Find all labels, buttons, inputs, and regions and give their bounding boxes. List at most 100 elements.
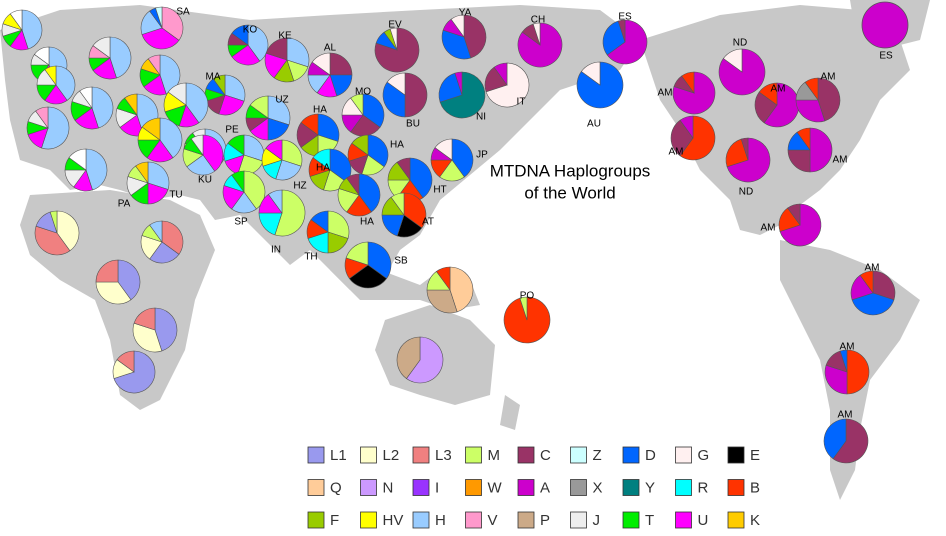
pie-slice xyxy=(740,137,749,161)
pie xyxy=(64,148,108,192)
pie-slice xyxy=(329,52,353,76)
pie-slice xyxy=(167,82,187,106)
legend-label: L2 xyxy=(383,447,400,464)
pie-label: SA xyxy=(176,7,190,18)
legend-label: G xyxy=(698,447,710,464)
pie: TH xyxy=(304,210,350,263)
pie xyxy=(396,336,444,384)
legend-label: Q xyxy=(330,479,342,496)
pie-slice xyxy=(147,54,161,76)
legend-swatch xyxy=(465,446,482,464)
pie-label: UZ xyxy=(275,95,288,106)
pie xyxy=(112,350,156,394)
pie-label: EV xyxy=(388,20,402,31)
pie-slice xyxy=(441,29,472,60)
legend-item: J xyxy=(570,511,601,529)
pie-slice xyxy=(846,349,870,395)
legend-swatch xyxy=(622,446,640,464)
pie-slice xyxy=(275,159,302,181)
pie-slice xyxy=(367,241,392,279)
pie-slice xyxy=(617,19,626,43)
pie-slice xyxy=(358,173,381,213)
legend-item: W xyxy=(465,479,503,496)
pie-slice xyxy=(754,91,778,124)
pie-label: KE xyxy=(278,31,292,42)
pie-label: AM xyxy=(833,155,848,166)
legend-label: M xyxy=(488,447,501,464)
pie-slice xyxy=(56,210,80,252)
pie-label: HT xyxy=(433,185,446,196)
pie: ES xyxy=(861,1,909,62)
title-line: of the World xyxy=(524,183,615,202)
pie-slice xyxy=(787,203,801,226)
legend-label: J xyxy=(593,512,601,529)
legend-label: L1 xyxy=(330,447,347,464)
pie-slice xyxy=(281,139,303,167)
pie-slice xyxy=(312,148,331,171)
legend-label: HV xyxy=(383,512,404,529)
legend-label: Z xyxy=(593,447,602,464)
legend-label: C xyxy=(540,447,551,464)
pie-slice xyxy=(9,9,23,31)
pie-slice xyxy=(190,134,204,156)
pie-label: NI xyxy=(476,112,486,123)
pie-slice xyxy=(159,117,183,159)
pie-slice xyxy=(532,22,541,46)
pie-label: TH xyxy=(304,252,317,263)
pie-slice xyxy=(681,71,695,94)
pie-label: AM xyxy=(821,72,836,83)
pie xyxy=(36,65,76,105)
legend-item: N xyxy=(360,479,394,496)
pie-slice xyxy=(436,266,451,291)
pie-slice xyxy=(231,44,261,66)
pie-slice xyxy=(92,36,111,59)
pie: HT xyxy=(387,157,447,203)
legend-label: A xyxy=(540,479,550,496)
legend-item: K xyxy=(727,511,760,529)
pie: YA xyxy=(441,8,487,60)
pie: MA xyxy=(204,72,246,116)
legend-label: N xyxy=(383,479,394,496)
pie-slice xyxy=(85,148,108,191)
legend-item: U xyxy=(675,511,708,529)
pie-slice xyxy=(49,210,58,234)
legend-label: E xyxy=(750,447,760,464)
pie-slice xyxy=(286,37,310,68)
pie-label: IN xyxy=(271,245,281,256)
pie: BU xyxy=(382,72,428,130)
pie-slice xyxy=(463,14,487,59)
pie-slice xyxy=(161,6,184,41)
pie-slice xyxy=(265,37,288,61)
pie-label: PA xyxy=(118,199,131,210)
pie-slice xyxy=(44,65,57,86)
pie xyxy=(95,259,141,305)
pie-slice xyxy=(117,259,141,301)
pie-slice xyxy=(670,119,694,157)
legend-swatch xyxy=(412,511,430,529)
pie: ND xyxy=(718,38,766,96)
legend-label: R xyxy=(698,479,709,496)
pie-slice xyxy=(141,117,161,141)
pie-label: AM xyxy=(838,410,853,421)
pie-slice xyxy=(763,82,800,128)
pie-slice xyxy=(231,170,245,193)
legend-label: V xyxy=(488,512,498,529)
pie-slice xyxy=(434,138,453,161)
legend-swatch xyxy=(360,446,377,464)
pie-slice xyxy=(726,137,771,183)
pie-label: HA xyxy=(316,163,330,174)
legend-label: I xyxy=(435,479,439,496)
pie-slice xyxy=(68,148,87,171)
pie-slice xyxy=(161,220,184,255)
pie-slice xyxy=(404,72,428,118)
pie-slice xyxy=(580,61,601,86)
pie: HA xyxy=(308,148,352,192)
pie-label: MO xyxy=(355,87,371,98)
pie-slice xyxy=(95,259,119,283)
pie-slice xyxy=(124,93,138,116)
pie-slice xyxy=(202,134,224,172)
pie-label: SP xyxy=(234,217,248,228)
pie-slice xyxy=(41,106,70,150)
